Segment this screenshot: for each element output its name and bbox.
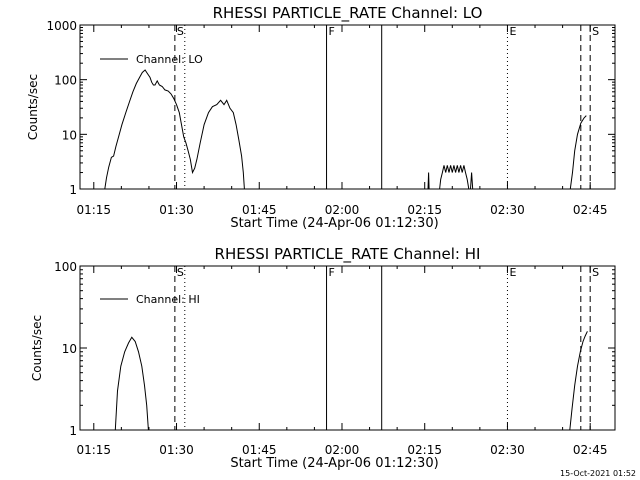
series-line: [569, 115, 587, 189]
chart-title: RHESSI PARTICLE_RATE Channel: HI: [215, 245, 481, 264]
y-tick-label: 1: [69, 424, 77, 438]
series-line: [114, 336, 149, 430]
x-tick-label: 01:30: [159, 203, 194, 217]
x-tick-label: 01:15: [76, 203, 111, 217]
marker-label: E: [509, 25, 516, 38]
x-tick-label: 02:45: [573, 203, 608, 217]
y-tick-label: 100: [54, 260, 77, 274]
legend-label: Channel: HI: [136, 293, 200, 306]
x-tick-label: 01:15: [76, 443, 111, 457]
x-tick-label: 01:30: [159, 443, 194, 457]
x-tick-label: 02:15: [407, 443, 442, 457]
y-axis-label: Counts/sec: [26, 74, 40, 140]
series-line: [439, 165, 470, 189]
x-tick-label: 02:00: [325, 443, 360, 457]
chart-title: RHESSI PARTICLE_RATE Channel: LO: [213, 4, 483, 23]
series-line: [427, 172, 430, 189]
marker-label: F: [329, 266, 335, 279]
marker-label: S: [592, 266, 599, 279]
y-tick-label: 100: [54, 74, 77, 88]
marker-label: S: [177, 25, 184, 38]
hi-channel-panel: RHESSI PARTICLE_RATE Channel: HI 01:15 01:…: [30, 245, 616, 471]
y-tick-label: 1000: [46, 19, 77, 33]
plot-frame: [79, 24, 616, 190]
plot-frame: [79, 265, 616, 431]
y-axis-label: Counts/sec: [30, 315, 44, 381]
series-line: [470, 172, 474, 189]
x-tick-label: 02:30: [490, 203, 525, 217]
x-tick-label: 02:30: [490, 443, 525, 457]
x-tick-label: 01:45: [242, 203, 277, 217]
legend-label: Channel: LO: [136, 53, 203, 66]
marker-label: S: [177, 266, 184, 279]
series-line: [104, 69, 245, 189]
x-axis-label: Start Time (24-Apr-06 01:12:30): [230, 456, 438, 471]
series-line: [569, 331, 588, 430]
x-tick-label: 02:15: [407, 203, 442, 217]
x-tick-label: 02:45: [573, 443, 608, 457]
y-tick-label: 10: [62, 128, 77, 142]
y-tick-label: 10: [62, 342, 77, 356]
marker-label: F: [329, 25, 335, 38]
footer-timestamp: 15-Oct-2021 01:52: [560, 469, 636, 478]
lo-channel-panel: RHESSI PARTICLE_RATE Channel: LO 01:15 01:…: [26, 4, 616, 231]
x-axis-label: Start Time (24-Apr-06 01:12:30): [230, 216, 438, 231]
marker-label: E: [509, 266, 516, 279]
x-tick-label: 02:00: [325, 203, 360, 217]
x-tick-label: 01:45: [242, 443, 277, 457]
marker-label: S: [592, 25, 599, 38]
y-tick-label: 1: [69, 183, 77, 197]
